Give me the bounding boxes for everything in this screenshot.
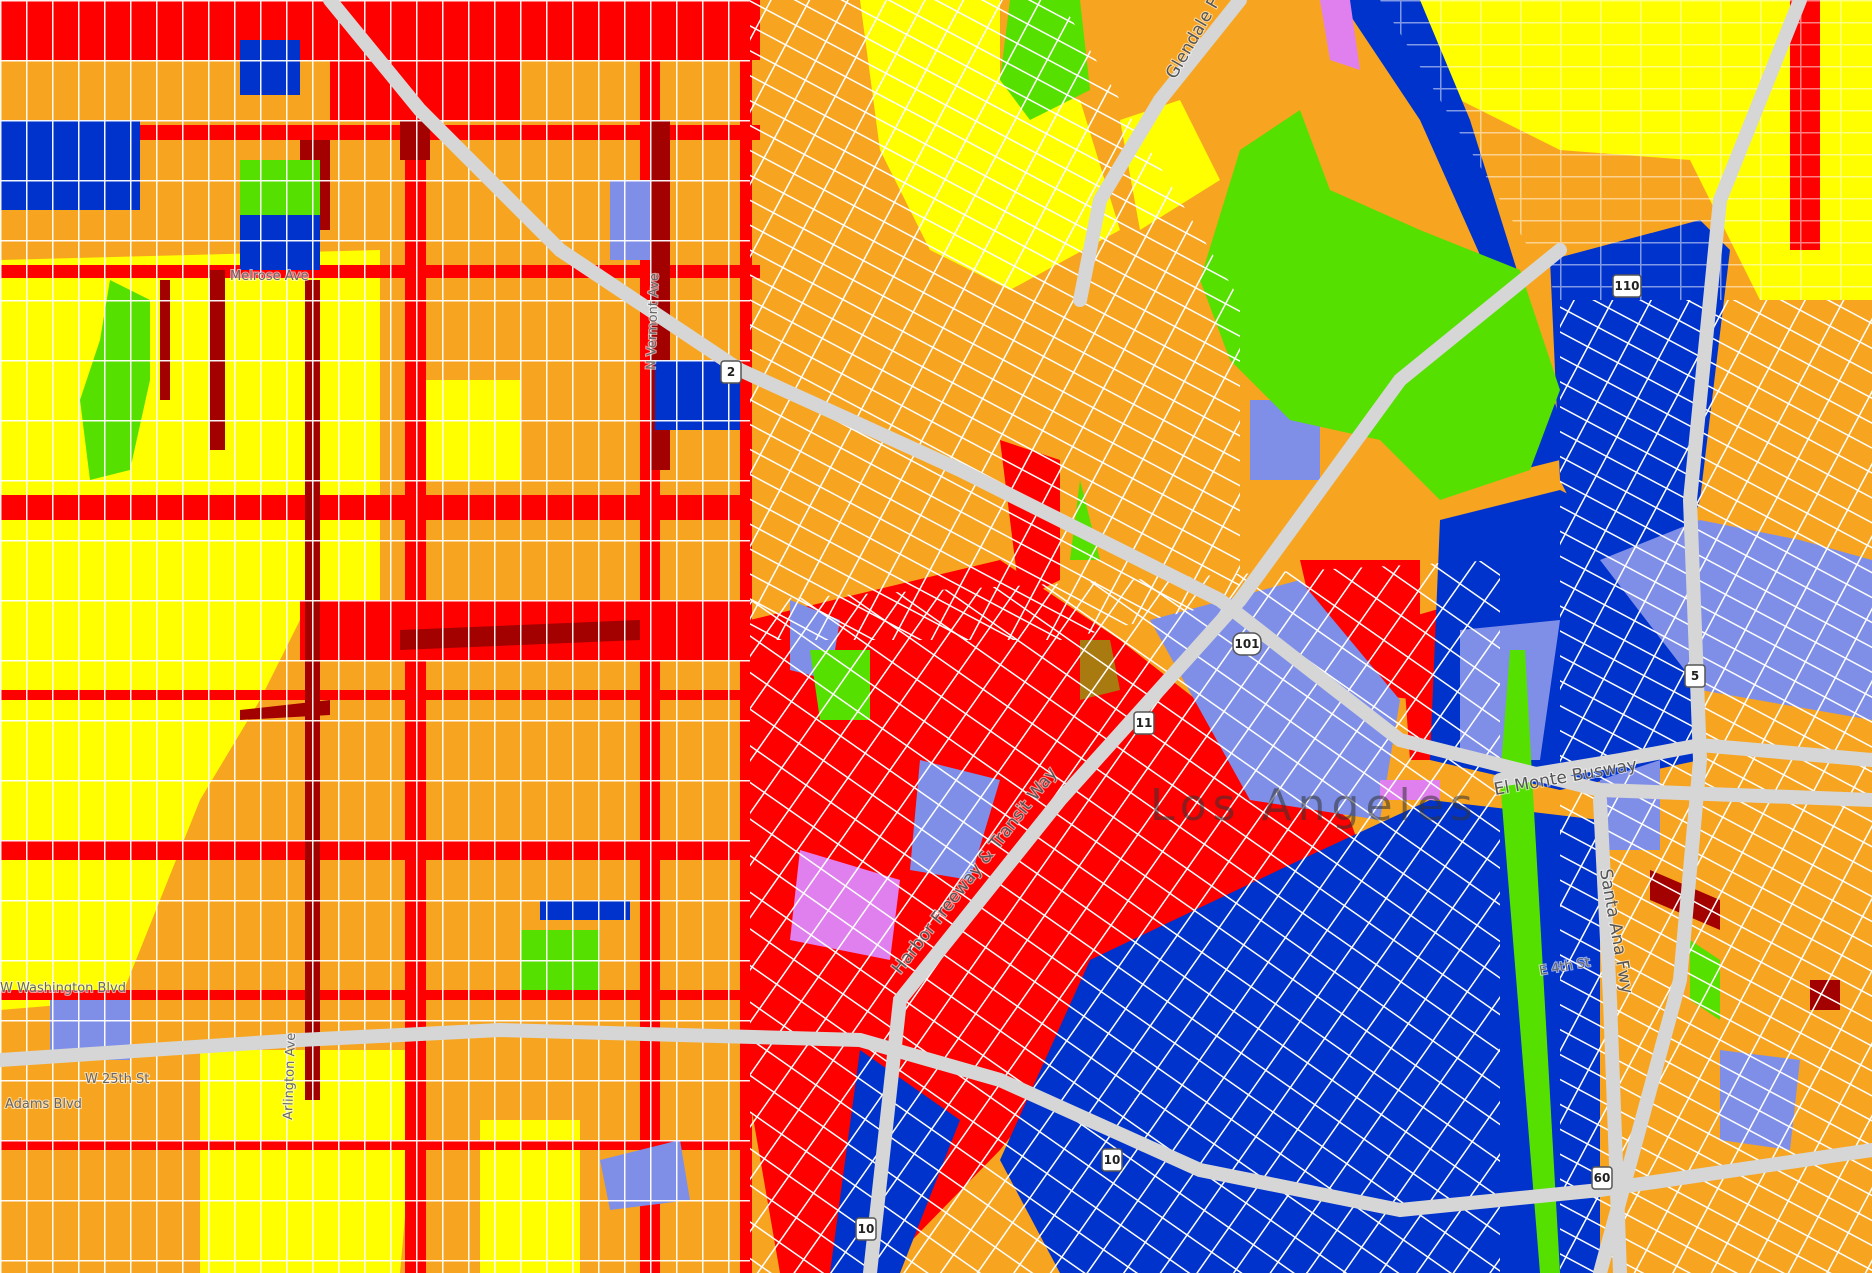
shield-label: 110 <box>1614 279 1639 293</box>
label-adams: Adams Blvd <box>5 1097 82 1112</box>
shield-label: 5 <box>1691 669 1699 683</box>
freeway-glendale <box>1073 0 1247 307</box>
label-vermont: N Vermont Ave <box>644 273 662 370</box>
freeway-el-monte <box>1493 737 1872 787</box>
shield-label: 60 <box>1594 1171 1611 1185</box>
label-e4th: E 4th St <box>1538 955 1591 979</box>
shield-60-icon: 60 <box>1591 1166 1613 1190</box>
shield-11-icon: 11 <box>1133 711 1155 735</box>
freeway-5 <box>1593 0 1807 1273</box>
shield-label: 10 <box>858 1222 875 1236</box>
shield-label: 10 <box>1104 1153 1121 1167</box>
shield-5-icon: 5 <box>1684 664 1706 688</box>
shield-2-icon: 2 <box>720 360 742 384</box>
route-shields: 2 101 110 11 5 10 10 60 <box>720 274 1706 1241</box>
shield-10-icon: 10 <box>855 1217 877 1241</box>
label-w25th: W 25th St <box>85 1072 149 1087</box>
shield-110-icon: 110 <box>1612 274 1642 298</box>
shield-label: 101 <box>1234 637 1259 651</box>
shield-10-icon: 10 <box>1101 1148 1123 1172</box>
label-arlington: Arlington Ave <box>281 1032 299 1120</box>
shield-101-icon: 101 <box>1232 632 1262 656</box>
label-melrose: Melrose Ave <box>230 269 309 284</box>
freeway-santa-ana <box>1593 793 1627 1273</box>
shield-label: 11 <box>1136 716 1153 730</box>
shield-label: 2 <box>727 365 735 379</box>
label-washington: W Washington Blvd <box>0 981 126 996</box>
label-city: Los Angeles <box>1150 780 1479 831</box>
freeway-10 <box>0 1022 1872 1218</box>
